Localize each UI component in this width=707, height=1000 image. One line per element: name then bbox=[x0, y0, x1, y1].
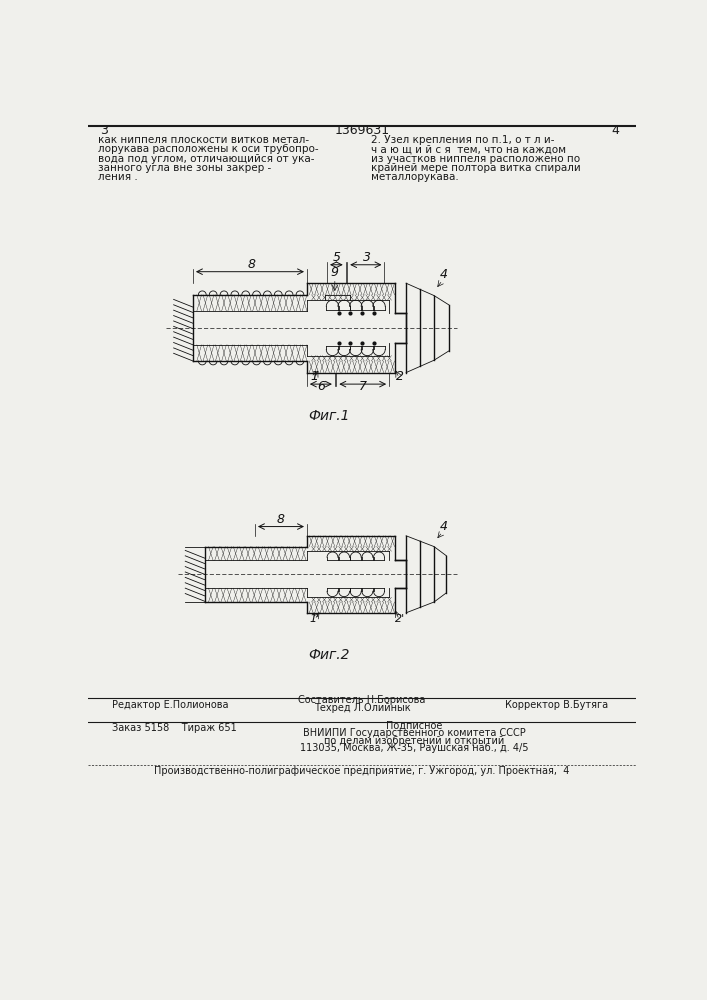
Text: Составитель Н.Борисова: Составитель Н.Борисова bbox=[298, 695, 426, 705]
Text: 9: 9 bbox=[331, 266, 339, 279]
Text: Корректор В.Бутяга: Корректор В.Бутяга bbox=[505, 700, 607, 710]
Text: 1: 1 bbox=[310, 370, 319, 383]
Text: ВНИИПИ Государственного комитета СССР: ВНИИПИ Государственного комитета СССР bbox=[303, 728, 525, 738]
Text: 3: 3 bbox=[100, 124, 107, 137]
Text: 4: 4 bbox=[612, 124, 619, 137]
Text: 2: 2 bbox=[396, 370, 404, 383]
Text: 8: 8 bbox=[247, 258, 255, 271]
Text: 113035, Москва, Ж-35, Раушская наб., д. 4/5: 113035, Москва, Ж-35, Раушская наб., д. … bbox=[300, 743, 528, 753]
Text: 1369631: 1369631 bbox=[334, 124, 390, 137]
Text: ления .: ления . bbox=[98, 172, 137, 182]
Text: Фиг.1: Фиг.1 bbox=[308, 409, 349, 423]
Text: по делам изобретений и открытий: по делам изобретений и открытий bbox=[324, 736, 504, 746]
Text: 8: 8 bbox=[276, 513, 285, 526]
Text: занного угла вне зоны закрep -: занного угла вне зоны закрep - bbox=[98, 163, 271, 173]
Text: крайней мере полтора витка спирали: крайней мере полтора витка спирали bbox=[371, 163, 581, 173]
Text: Техред Л.Олийнык: Техред Л.Олийнык bbox=[314, 703, 410, 713]
Text: ч а ю щ и й с я  тем, что на каждом: ч а ю щ и й с я тем, что на каждом bbox=[371, 144, 566, 154]
Text: 2. Узел крепления по п.1, о т л и-: 2. Узел крепления по п.1, о т л и- bbox=[371, 135, 555, 145]
Text: Заказ 5158    Тираж 651: Заказ 5158 Тираж 651 bbox=[112, 723, 236, 733]
Text: металлорукава.: металлорукава. bbox=[371, 172, 459, 182]
Text: 3: 3 bbox=[363, 251, 371, 264]
Text: Подписное: Подписное bbox=[386, 720, 442, 730]
Text: 2': 2' bbox=[395, 614, 405, 624]
Text: как ниппеля плоскости витков метал-: как ниппеля плоскости витков метал- bbox=[98, 135, 309, 145]
Text: из участков ниппеля расположено по: из участков ниппеля расположено по bbox=[371, 154, 580, 164]
Text: 4: 4 bbox=[439, 520, 448, 533]
Text: Фиг.2: Фиг.2 bbox=[308, 648, 349, 662]
Text: Производственно-полиграфическое предприятие, г. Ужгород, ул. Проектная,  4: Производственно-полиграфическое предприя… bbox=[154, 766, 570, 776]
Text: Редактор Е.Полионова: Редактор Е.Полионова bbox=[112, 700, 228, 710]
Text: 4: 4 bbox=[439, 268, 448, 281]
Text: вода под углом, отличающийся от ука-: вода под углом, отличающийся от ука- bbox=[98, 154, 314, 164]
Text: лорукава расположены к оси трубопро-: лорукава расположены к оси трубопро- bbox=[98, 144, 318, 154]
Text: 1': 1' bbox=[310, 614, 320, 624]
Text: 5: 5 bbox=[332, 251, 340, 264]
Text: 7: 7 bbox=[358, 380, 367, 393]
Text: 6: 6 bbox=[317, 380, 325, 393]
